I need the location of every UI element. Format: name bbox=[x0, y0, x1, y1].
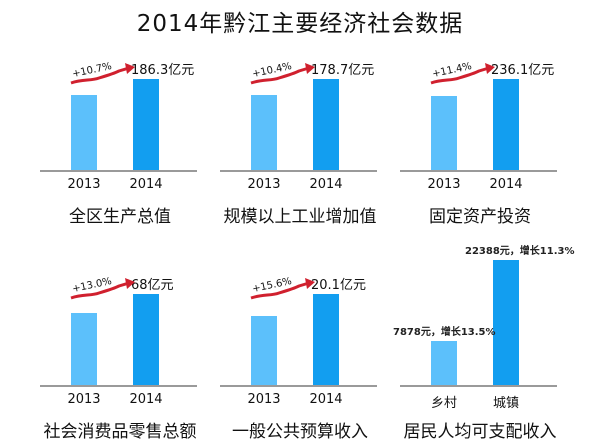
bar-城镇 bbox=[493, 260, 519, 385]
chart-panel: 乡村 城镇居民人均可支配收入 7878元，增长13.5% 22388元，增长11.3% bbox=[393, 215, 574, 442]
growth-arrow-icon bbox=[70, 63, 135, 85]
x-tick-label: 2013 bbox=[67, 392, 101, 407]
chart-title: 社会消费品零售总额 bbox=[43, 422, 197, 442]
x-axis-line bbox=[400, 170, 557, 172]
x-axis-line bbox=[400, 385, 557, 387]
growth-arrow-icon bbox=[430, 63, 495, 85]
x-tick-label: 2013 bbox=[67, 177, 101, 192]
value-label-2014: 186.3亿元 bbox=[131, 63, 195, 78]
value-label-2014: 236.1亿元 bbox=[491, 63, 555, 78]
x-tick-label: 2014 bbox=[129, 177, 163, 192]
bar-乡村 bbox=[431, 341, 457, 385]
chart-panel: 2013 2014 规模以上工业增加值 178.7亿元 +10.4% bbox=[220, 0, 380, 227]
bar-2014 bbox=[313, 79, 339, 170]
x-tick-label: 2014 bbox=[129, 392, 163, 407]
bar-2013 bbox=[71, 95, 97, 170]
x-axis-line bbox=[220, 385, 377, 387]
bar-2014 bbox=[493, 79, 519, 170]
chart-title: 居民人均可支配收入 bbox=[403, 422, 557, 442]
x-tick-label: 2014 bbox=[309, 392, 343, 407]
bar-2013 bbox=[431, 95, 457, 170]
growth-arrow-icon bbox=[70, 278, 135, 300]
chart-panel: 2013 2014 一般公共预算收入 20.1亿元 +15.6% bbox=[220, 215, 380, 442]
chart-panel: 2013 2014 社会消费品零售总额 68亿元 +13.0% bbox=[40, 215, 200, 442]
growth-arrow-icon bbox=[250, 278, 315, 300]
value-label-2014: 20.1亿元 bbox=[311, 278, 366, 293]
x-axis-line bbox=[220, 170, 377, 172]
chart-title: 全区生产总值 bbox=[69, 207, 171, 227]
x-tick-label: 城镇 bbox=[492, 396, 519, 411]
bar-2013 bbox=[251, 315, 277, 385]
x-axis-line bbox=[40, 170, 197, 172]
value-label-2014: 178.7亿元 bbox=[311, 63, 375, 78]
growth-arrow-icon bbox=[250, 63, 315, 85]
x-tick-label: 2013 bbox=[247, 177, 281, 192]
chart-title: 规模以上工业增加值 bbox=[223, 207, 377, 227]
x-tick-label: 乡村 bbox=[430, 396, 457, 411]
x-tick-label: 2013 bbox=[247, 392, 281, 407]
data-label: 22388元，增长11.3% bbox=[465, 246, 575, 257]
x-tick-label: 2013 bbox=[427, 177, 461, 192]
bar-2014 bbox=[133, 294, 159, 385]
bar-2013 bbox=[71, 312, 97, 385]
page-title: 2014年黔江主要经济社会数据 bbox=[136, 11, 464, 37]
value-label-2014: 68亿元 bbox=[131, 278, 174, 293]
x-axis-line bbox=[40, 385, 197, 387]
bar-2014 bbox=[133, 79, 159, 170]
bar-2013 bbox=[251, 94, 277, 170]
bar-2014 bbox=[313, 294, 339, 385]
x-tick-label: 2014 bbox=[309, 177, 343, 192]
chart-panel: 2013 2014 全区生产总值 186.3亿元 +10.7% bbox=[40, 0, 200, 227]
chart-title: 一般公共预算收入 bbox=[232, 422, 368, 442]
chart-panel: 2013 2014 固定资产投资 236.1亿元 +11.4% bbox=[400, 0, 560, 227]
data-label: 7878元，增长13.5% bbox=[393, 327, 496, 338]
chart-title: 固定资产投资 bbox=[429, 207, 531, 227]
x-tick-label: 2014 bbox=[489, 177, 523, 192]
